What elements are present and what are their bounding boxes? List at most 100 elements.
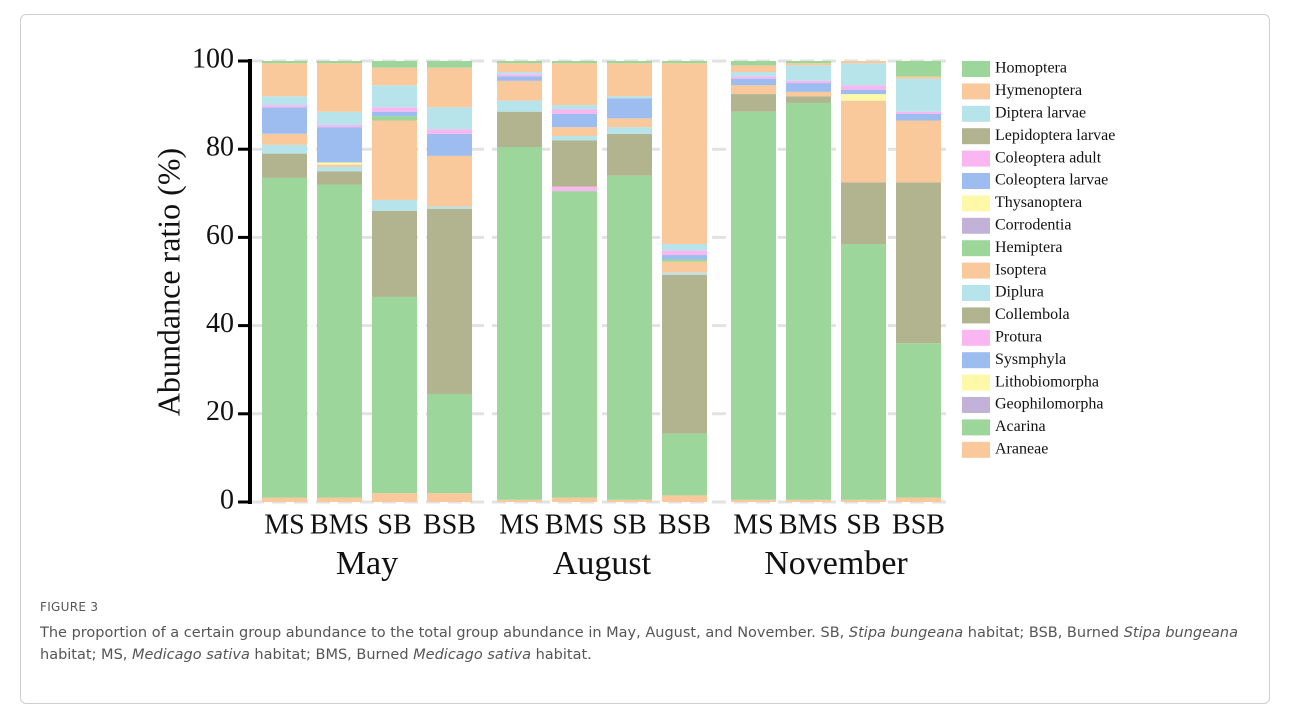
bar-segment — [552, 135, 597, 141]
bar-segment — [607, 127, 652, 134]
bar-segment — [262, 153, 307, 178]
y-tick-label: 80 — [206, 132, 234, 163]
bar-segment — [427, 155, 472, 207]
bar-segment — [841, 244, 886, 500]
bar-segment — [662, 261, 707, 273]
bar-segment — [317, 61, 362, 64]
bar-segment — [262, 144, 307, 154]
figure-label: FIGURE 3 — [40, 600, 99, 614]
bar-segment — [317, 111, 362, 125]
legend-label: Homoptera — [995, 60, 1067, 77]
bar-segment — [896, 78, 941, 112]
bar-segment — [317, 162, 362, 165]
bar-segment — [317, 184, 362, 498]
bar-segment — [552, 191, 597, 498]
legend-swatch — [962, 128, 990, 145]
bar-segment — [552, 61, 597, 64]
bar-segment — [841, 85, 886, 90]
bar-segment — [372, 210, 417, 297]
bar-segment — [427, 67, 472, 108]
bar-segment — [731, 65, 776, 73]
bar-segment — [427, 208, 472, 394]
legend-swatch — [962, 441, 990, 458]
bar-segment — [317, 124, 362, 128]
bar-segment — [262, 497, 307, 502]
y-tick-label: 100 — [192, 43, 234, 74]
bar-segment — [607, 118, 652, 128]
bar-segment — [731, 499, 776, 502]
bar-segment — [372, 116, 417, 121]
legend-swatch — [962, 397, 990, 413]
caption-text: The proportion of a certain group abunda… — [40, 625, 849, 641]
bar-segment — [372, 296, 417, 494]
bar-segment — [262, 105, 307, 108]
bar-segment — [841, 89, 886, 95]
bar-segment — [427, 133, 472, 156]
group-label: August — [553, 545, 652, 582]
bar-segment — [497, 72, 542, 75]
bar-segment — [607, 98, 652, 119]
bar-segment — [427, 129, 472, 134]
bar-segment — [497, 111, 542, 147]
x-tick-label: SB — [612, 509, 646, 540]
bar-segment — [607, 175, 652, 500]
bar-segment — [552, 497, 597, 502]
bar-segment — [731, 72, 776, 77]
legend-label: Thysanoptera — [995, 194, 1082, 211]
bar-segment — [786, 61, 831, 64]
legend-swatch — [962, 173, 990, 189]
bar-segment — [607, 63, 652, 97]
bar-segment — [317, 171, 362, 185]
bar-segment — [497, 146, 542, 500]
bar-segment — [607, 96, 652, 99]
bar-segment — [662, 495, 707, 502]
x-tick-label: BMS — [545, 509, 604, 540]
bar-segment — [262, 133, 307, 145]
y-tick-label: 60 — [206, 220, 234, 251]
legend-swatch — [962, 83, 990, 100]
legend-swatch — [962, 352, 990, 369]
legend-label: Diptera larvae — [995, 104, 1086, 121]
bar-segment — [427, 107, 472, 130]
bar-segment — [662, 61, 707, 64]
legend-swatch — [962, 374, 990, 391]
legend-label: Araneae — [995, 440, 1048, 457]
bar-segment — [552, 113, 597, 128]
bar-segment — [317, 63, 362, 112]
bar-segment — [841, 499, 886, 502]
bar-segment — [896, 111, 941, 114]
bar-segment — [262, 107, 307, 134]
bar-segment — [841, 61, 886, 64]
bar-segment — [372, 493, 417, 502]
x-tick-label: BSB — [423, 509, 476, 540]
bar-segment — [896, 113, 941, 121]
legend-label: Sysmphyla — [995, 351, 1066, 368]
bar-segment — [731, 78, 776, 86]
bars — [262, 61, 941, 502]
bar-segment — [372, 61, 417, 68]
bar-segment — [317, 127, 362, 163]
bar-segment — [552, 140, 597, 187]
bar-segment — [372, 111, 417, 117]
bar-segment — [372, 120, 417, 200]
bar-segment — [552, 63, 597, 106]
bar-segment — [262, 96, 307, 106]
legend-label: Protura — [995, 328, 1042, 345]
legend-label: Acarina — [995, 418, 1046, 435]
caption: The proportion of a certain group abunda… — [40, 622, 1260, 666]
group-label: May — [336, 545, 398, 582]
caption-text: Stipa bungeana — [848, 625, 964, 641]
bar-segment — [786, 80, 831, 84]
legend-label: Coleoptera larvae — [995, 172, 1108, 189]
bar-segment — [896, 120, 941, 183]
bar-segment — [841, 182, 886, 245]
legend-swatch — [962, 105, 990, 122]
x-tick-label: MS — [264, 509, 304, 540]
x-tick-label: MS — [733, 509, 773, 540]
bar-segment — [607, 61, 652, 64]
caption-text: Stipa bungeana — [1123, 625, 1238, 641]
bar-segment — [427, 393, 472, 494]
bar-segment — [896, 61, 941, 77]
bar-segment — [427, 61, 472, 68]
